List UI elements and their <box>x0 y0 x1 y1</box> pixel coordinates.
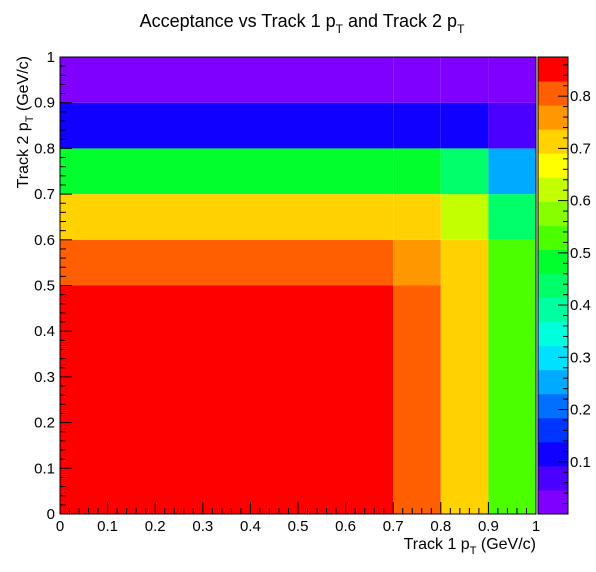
x-tick-label: 0.9 <box>478 518 499 535</box>
y-tick-label: 0.9 <box>34 95 55 112</box>
y-tick-label: 0 <box>47 506 55 523</box>
heatmap-cell <box>488 194 536 240</box>
heatmap-cell <box>60 194 394 240</box>
colorbar-swatch <box>538 57 568 82</box>
x-tick-label: 0.4 <box>240 518 261 535</box>
y-tick-label: 1 <box>47 49 55 66</box>
colorbar-swatch <box>538 369 568 395</box>
colorbar-swatch <box>538 489 568 515</box>
colorbar-swatch <box>538 249 568 274</box>
color-bar: 0.1 0.2 0.3 0.4 0.5 0.6 0.7 0.8 <box>537 56 591 515</box>
x-tick-label: 1 <box>532 518 540 535</box>
x-axis-label: Track 1 pT (GeV/c) <box>404 536 536 557</box>
colorbar-swatch <box>538 129 568 154</box>
colorbar-tick-label: 0.6 <box>570 193 591 210</box>
y-tick-label: 0.2 <box>34 415 55 432</box>
colorbar-swatch <box>538 441 568 467</box>
y-tick-label: 0.8 <box>34 140 55 157</box>
colorbar-swatch <box>538 273 568 299</box>
heatmap-cells <box>60 57 536 514</box>
heatmap-cell <box>440 57 489 103</box>
x-tick-label: 0.5 <box>288 518 309 535</box>
heatmap-cell <box>488 285 536 514</box>
colorbar-tick-label: 0.1 <box>570 454 591 471</box>
x-axis: 0 0.1 0.2 0.3 0.4 0.5 0.6 0.7 0.8 0.9 1 <box>56 502 540 535</box>
heatmap-cell <box>488 57 536 103</box>
heatmap-cell <box>393 148 441 195</box>
y-tick-label: 0.6 <box>34 232 55 249</box>
colorbar-swatch <box>538 393 568 419</box>
heatmap-cell <box>440 102 489 149</box>
colorbar-swatch <box>538 153 568 178</box>
colorbar-tick-label: 0.8 <box>570 88 591 105</box>
heatmap-cell <box>393 57 441 103</box>
heatmap-cell <box>60 239 394 286</box>
heatmap-cell <box>488 239 536 286</box>
heatmap-cell <box>393 239 441 286</box>
heatmap-cell <box>440 285 489 514</box>
colorbar-swatch <box>538 201 568 226</box>
y-axis: 0 0.1 0.2 0.3 0.4 0.5 0.6 0.7 0.8 0.9 1 <box>34 49 72 523</box>
heatmap-cell <box>393 194 441 240</box>
chart-title: Acceptance vs Track 1 pT and Track 2 pT <box>140 11 466 36</box>
y-tick-label: 0.3 <box>34 369 55 386</box>
heatmap-cell <box>60 102 394 149</box>
heatmap-cell <box>60 285 394 514</box>
heatmap-cell <box>60 57 394 103</box>
y-tick-label: 0.1 <box>34 460 55 477</box>
heatmap-cell <box>440 194 489 240</box>
x-tick-label: 0.8 <box>430 518 451 535</box>
y-tick-label: 0.5 <box>34 278 55 295</box>
colorbar-swatch <box>538 225 568 250</box>
x-tick-label: 0 <box>56 518 64 535</box>
heatmap-cell <box>393 285 441 514</box>
colorbar-swatch <box>538 345 568 371</box>
colorbar-tick-label: 0.5 <box>570 245 591 262</box>
x-tick-label: 0.7 <box>383 518 404 535</box>
colorbar-swatch <box>538 297 568 323</box>
colorbar-tick-label: 0.4 <box>570 297 591 314</box>
heatmap-cell <box>488 102 536 149</box>
colorbar-swatch <box>538 177 568 202</box>
colorbar-swatch <box>538 321 568 347</box>
x-tick-label: 0.2 <box>145 518 166 535</box>
colorbar-tick-label: 0.3 <box>570 349 591 366</box>
x-tick-label: 0.1 <box>97 518 118 535</box>
colorbar-tick-label: 0.2 <box>570 402 591 419</box>
colorbar-swatch <box>538 465 568 491</box>
x-tick-label: 0.3 <box>192 518 213 535</box>
heatmap-cell <box>440 148 489 195</box>
colorbar-frame <box>537 56 569 515</box>
heatmap-cell <box>488 148 536 195</box>
y-axis-label: Track 2 pT (GeV/c) <box>15 56 36 188</box>
x-tick-label: 0.6 <box>335 518 356 535</box>
y-tick-label: 0.7 <box>34 186 55 203</box>
colorbar-tick-label: 0.7 <box>570 140 591 157</box>
heatmap-cell <box>60 148 394 195</box>
heatmap-cell <box>440 239 489 286</box>
colorbar-swatch <box>538 81 568 106</box>
y-tick-label: 0.4 <box>34 323 55 340</box>
heatmap-cell <box>393 102 441 149</box>
